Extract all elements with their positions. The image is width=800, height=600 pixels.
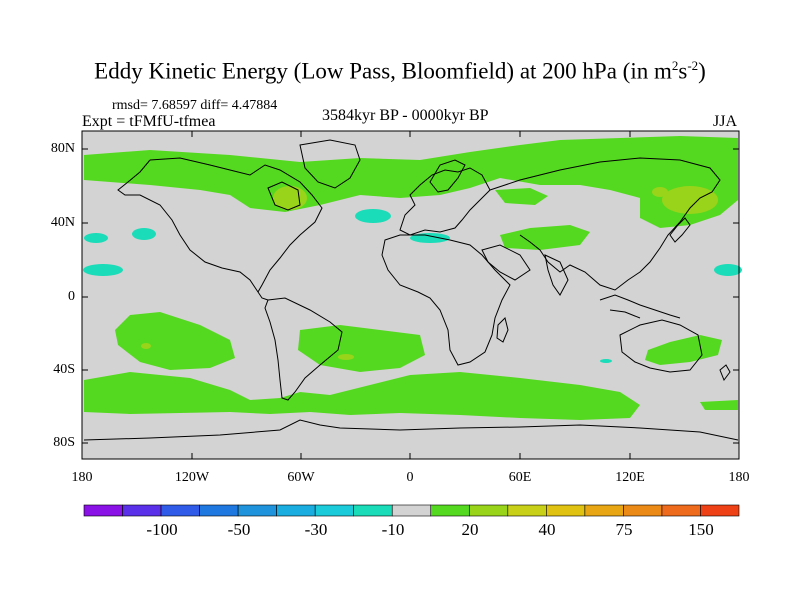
lat-label-0: 0 (68, 289, 75, 304)
colorbar-swatch (353, 504, 393, 517)
region-indian-ocean (600, 359, 612, 363)
lon-label-180e: 180 (728, 470, 750, 485)
region-north-atlantic-asia (84, 136, 738, 228)
colorbar-label: 75 (615, 520, 633, 539)
region-northwest-pacific (714, 264, 742, 276)
coast-new-zealand (719, 364, 731, 382)
region-australia-east (645, 335, 722, 365)
colorbar-swatch (468, 504, 509, 517)
colorbar-label: 150 (688, 520, 714, 539)
coast-japan (669, 217, 691, 243)
region-south-pacific-east (700, 400, 738, 410)
lon-label-120w: 120W (174, 470, 210, 485)
colorbar-swatch (623, 504, 663, 517)
colorbar-label: -30 (304, 520, 328, 539)
region-south-pacific-small (141, 343, 151, 349)
lat-label-40n: 40N (50, 215, 75, 230)
lon-label-60w: 60W (287, 470, 315, 485)
coast-africa (381, 234, 511, 366)
region-south-pacific (115, 312, 235, 370)
coast-europe (399, 167, 491, 236)
colorbar-label: -50 (227, 520, 251, 539)
colorbar-swatch (199, 504, 239, 517)
colorbar-swatch (584, 504, 624, 517)
colorbar-swatch (391, 504, 432, 517)
colorbar-swatch (314, 504, 355, 517)
coast-antarctica (83, 419, 739, 441)
colorbar-label: 20 (461, 520, 479, 539)
colorbar-label: 40 (538, 520, 556, 539)
colorbar-swatch (122, 504, 162, 517)
coast-australia (619, 319, 703, 373)
coast-arabia (481, 244, 531, 281)
coast-asia (489, 157, 721, 291)
lon-ticks (191, 131, 631, 459)
colorbar-swatch (700, 504, 740, 517)
experiment-label: Expt = tFMfU-tfmea (82, 113, 216, 130)
coast-north-america (117, 157, 323, 301)
colorbar-swatch (661, 504, 701, 517)
region-north-pacific-a (84, 233, 108, 243)
colorbar-swatch (546, 504, 586, 517)
colorbar-swatch (83, 504, 123, 517)
region-east-siberia (662, 186, 718, 214)
coast-hudson-bay (267, 181, 301, 211)
region-north-pacific-c (83, 264, 123, 276)
colorbar-swatch (160, 504, 200, 517)
region-siberia-small (652, 187, 668, 197)
lat-label-40s: 40S (53, 362, 75, 377)
colorbar-swatch (507, 504, 547, 517)
coast-greenland (299, 139, 361, 189)
coast-india (544, 254, 569, 296)
period-label: 3584kyr BP - 0000kyr BP (322, 107, 489, 124)
coast-south-america (264, 297, 343, 401)
coast-scandinavia (429, 159, 466, 193)
coast-madagascar (496, 317, 509, 343)
season-label: JJA (713, 113, 738, 130)
region-asia-patch (495, 188, 548, 205)
region-south-atlantic (298, 325, 425, 372)
lat-label-80n: 80N (50, 141, 75, 156)
rmsd-diff-text: rmsd= 7.68597 diff= 4.47884 (112, 98, 278, 113)
lon-label-120e: 120E (615, 470, 645, 485)
colorbar-swatch (276, 504, 316, 517)
lat-ticks (82, 148, 739, 444)
lon-label-60e: 60E (508, 470, 532, 485)
region-central-asia (500, 225, 590, 250)
colorbar-label: -100 (146, 520, 178, 539)
colorbar-swatch (430, 504, 470, 517)
coastlines (83, 139, 739, 441)
region-southern-ocean (84, 372, 640, 420)
lat-label-80s: 80S (53, 435, 75, 450)
map-panel (81, 130, 742, 460)
colorbar-label: -10 (381, 520, 405, 539)
chart-title: Eddy Kinetic Energy (Low Pass, Bloomfiel… (94, 58, 706, 84)
region-north-pacific-b (132, 228, 156, 240)
colorbar-swatch (237, 504, 277, 517)
region-mid-atlantic (355, 209, 391, 223)
colorbar (83, 504, 740, 517)
coast-maritime-se-asia (599, 294, 681, 319)
lon-label-180w: 180 (71, 470, 93, 485)
lon-label-0: 0 (406, 470, 414, 485)
region-south-atlantic-small (338, 354, 354, 360)
green-anomaly-regions (84, 136, 738, 420)
